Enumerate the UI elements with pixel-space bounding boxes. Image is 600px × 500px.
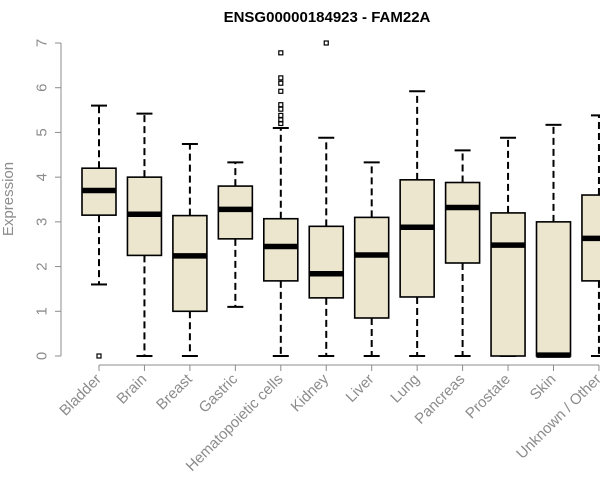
x-tick-label: Lung: [387, 371, 423, 407]
x-tick-label: Kidney: [288, 370, 333, 415]
x-tick-label: Skin: [527, 371, 560, 404]
box-kidney: [308, 40, 345, 357]
box-iqr: [444, 181, 481, 264]
box-liver: [353, 161, 390, 357]
outlier-point: [278, 75, 284, 81]
box-hematopoietic-cells: [262, 50, 299, 357]
box-gastric: [217, 161, 254, 308]
outlier-point: [278, 112, 284, 119]
y-tick-label: 1: [34, 307, 51, 315]
x-tick-label: Breast: [153, 370, 196, 413]
x-tick-label: Brain: [113, 371, 150, 408]
box-iqr: [217, 185, 254, 240]
box-iqr: [490, 212, 526, 357]
outlier-point: [278, 102, 284, 108]
chart-title: ENSG00000184923 - FAM22A: [224, 9, 431, 26]
box-iqr: [308, 225, 345, 299]
y-tick-label: 2: [34, 262, 51, 270]
y-axis-label: Expression: [0, 162, 17, 236]
y-tick-label: 0: [34, 352, 51, 360]
x-tick-label: Prostate: [462, 371, 514, 423]
outlier-point: [278, 88, 284, 94]
box-bladder: [81, 104, 117, 359]
y-tick-label: 7: [34, 39, 51, 47]
box-pancreas: [444, 149, 481, 357]
box-iqr: [535, 221, 572, 357]
box-iqr: [353, 216, 390, 319]
outlier-point: [323, 40, 329, 46]
outlier-point: [96, 353, 102, 359]
outlier-point: [278, 80, 284, 86]
outlier-point: [278, 106, 284, 112]
y-tick-label: 6: [34, 84, 51, 92]
y-axis: 0 1 2 3 4 5 6 7: [34, 39, 62, 360]
box-prostate: [490, 136, 526, 357]
box-iqr: [399, 179, 435, 298]
x-tick-label: Liver: [343, 371, 378, 406]
box-brain: [126, 112, 163, 357]
y-tick-label: 3: [34, 218, 51, 226]
outlier-point: [278, 117, 284, 123]
box-lung: [399, 90, 435, 357]
box-breast: [172, 143, 208, 357]
y-tick-label: 5: [34, 128, 51, 136]
x-tick-label: Pancreas: [412, 371, 469, 428]
x-tick-label: Bladder: [56, 371, 105, 420]
box-iqr: [262, 217, 299, 282]
y-tick-label: 4: [34, 173, 51, 181]
box-unknown-other: [581, 114, 600, 357]
box-iqr: [172, 214, 208, 313]
boxes: [81, 40, 600, 359]
outlier-point: [278, 50, 284, 56]
box-skin: [535, 123, 572, 358]
